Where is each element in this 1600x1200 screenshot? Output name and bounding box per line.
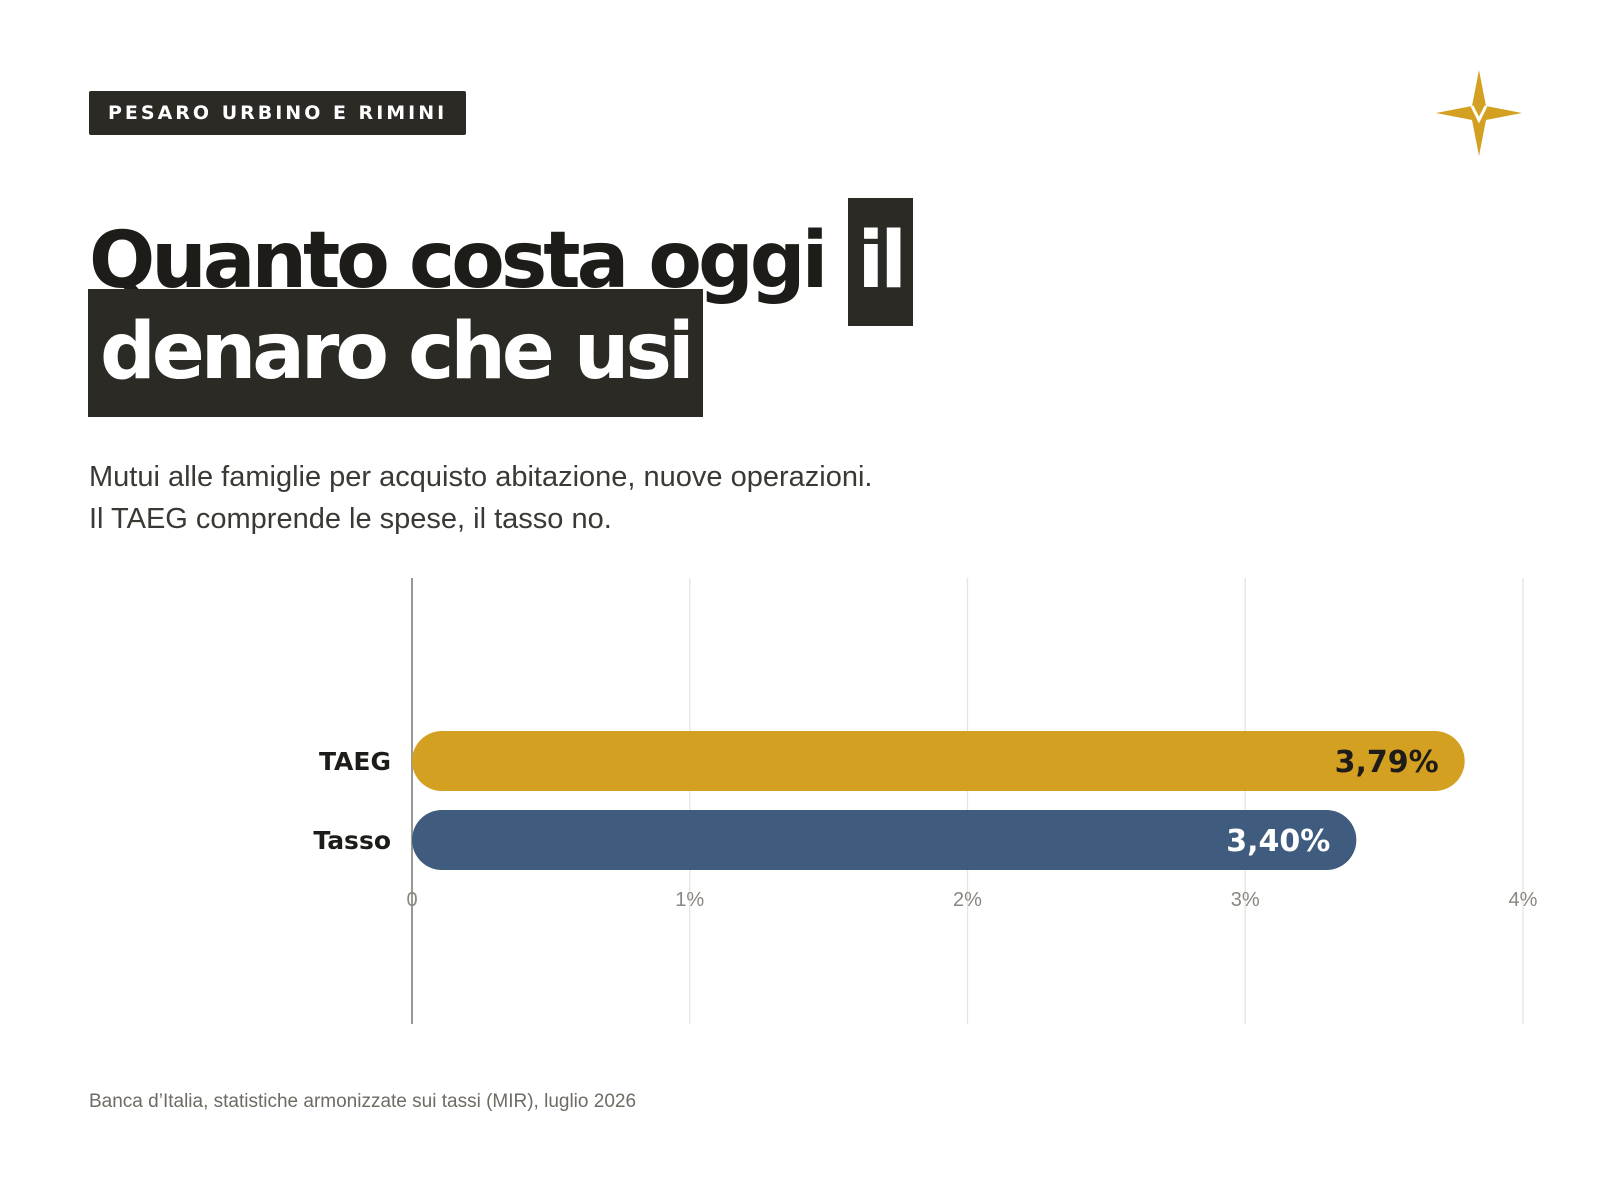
region-badge: PESARO URBINO E RIMINI <box>89 91 467 135</box>
data-label: 3,79% <box>1335 745 1439 780</box>
subtitle: Mutui alle famiglie per acquisto abitazi… <box>89 456 872 540</box>
bar-taeg <box>412 731 1465 791</box>
source-note: Banca d’Italia, statistiche armonizzate … <box>89 1091 637 1112</box>
x-tick-label: 3% <box>1231 889 1260 911</box>
x-tick-label: 0 <box>406 889 417 911</box>
x-tick-label: 2% <box>953 889 982 911</box>
subtitle-line-1: Mutui alle famiglie per acquisto abitazi… <box>89 461 873 493</box>
title-highlight-il: il <box>847 198 913 326</box>
four-point-star-icon <box>1436 70 1522 156</box>
bar-tasso <box>412 810 1357 870</box>
x-tick-label: 4% <box>1509 889 1538 911</box>
category-label: Tasso <box>313 826 391 855</box>
subtitle-line-2: Il TAEG comprende le spese, il tasso no. <box>89 503 612 535</box>
title-text: Quanto costa oggi <box>89 216 848 306</box>
page-title-line-2: denaro che usi <box>88 289 703 417</box>
title-highlight-denaro: denaro che usi <box>88 289 703 417</box>
category-label: TAEG <box>319 747 391 776</box>
page-title-line-1: Quanto costa oggi il <box>89 198 913 326</box>
data-label: 3,40% <box>1226 824 1330 859</box>
x-tick-label: 1% <box>675 889 704 911</box>
